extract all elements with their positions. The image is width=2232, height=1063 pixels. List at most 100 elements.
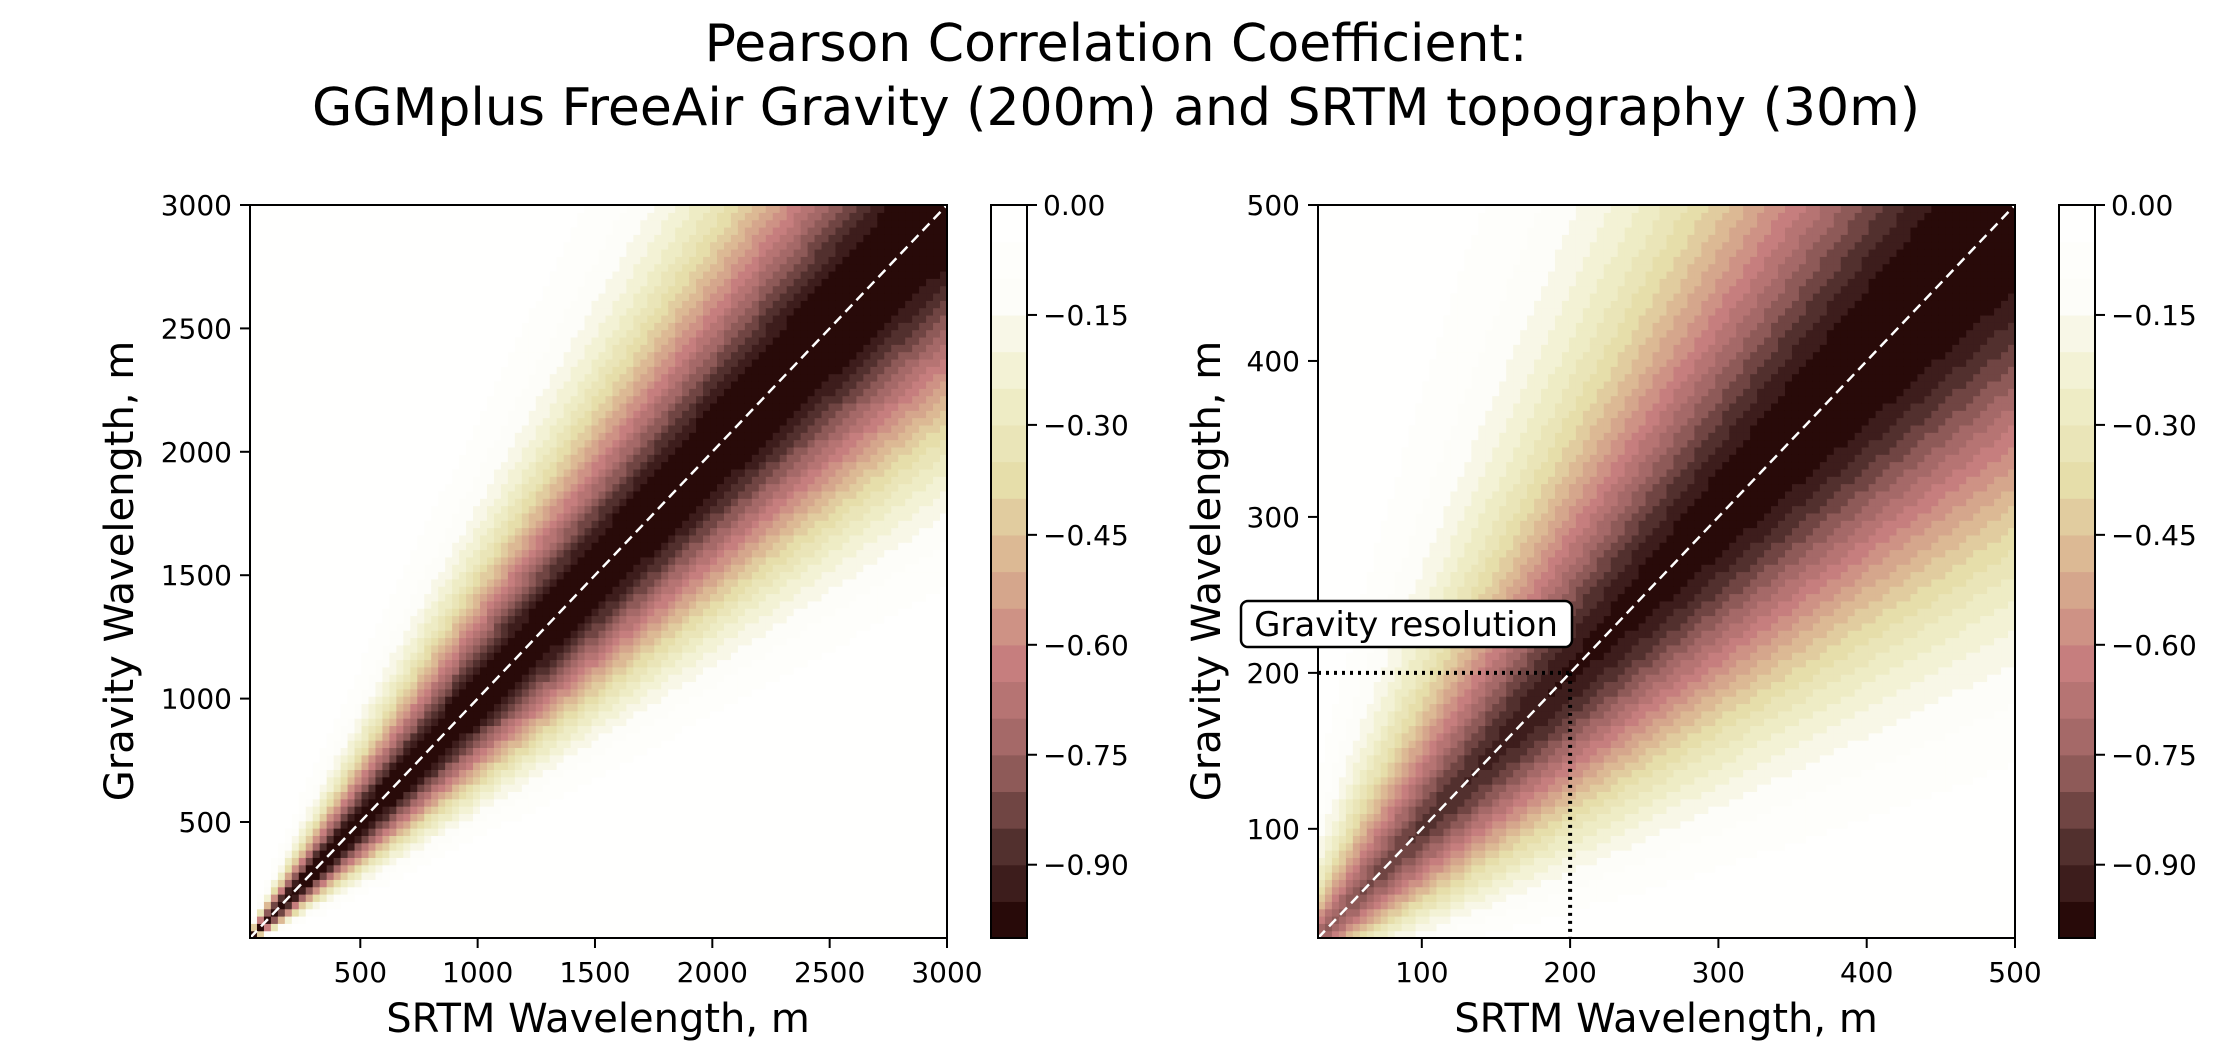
left-heatmap-cell — [514, 901, 523, 910]
left-heatmap-cell — [333, 791, 342, 800]
left-heatmap-cell — [431, 380, 439, 389]
left-heatmap-cell — [361, 593, 370, 602]
left-heatmap-cell — [535, 842, 544, 851]
left-heatmap-cell — [570, 754, 579, 763]
left-heatmap-cell — [507, 212, 516, 221]
left-heatmap-cell — [584, 351, 593, 360]
left-heatmap-cell — [452, 718, 460, 727]
left-heatmap-cell — [340, 732, 349, 741]
left-heatmap-cell — [410, 674, 418, 683]
left-heatmap-cell — [389, 659, 397, 668]
left-heatmap-cell — [493, 586, 502, 595]
left-heatmap-cell — [431, 901, 439, 910]
left-heatmap-cell — [333, 688, 342, 697]
left-heatmap-cell — [493, 696, 502, 705]
left-heatmap-cell — [535, 688, 544, 697]
left-heatmap-cell — [466, 798, 474, 807]
left-heatmap-cell — [500, 314, 509, 323]
left-heatmap-cell — [319, 622, 328, 631]
left-heatmap-cell — [250, 835, 258, 844]
left-heatmap-cell — [459, 842, 467, 851]
left-heatmap-cell — [500, 358, 509, 367]
left-heatmap-cell — [312, 542, 321, 551]
left-heatmap-cell — [466, 608, 474, 617]
left-heatmap-cell — [333, 615, 342, 624]
left-heatmap-cell — [556, 901, 565, 910]
left-heatmap-cell — [256, 270, 265, 279]
left-heatmap-cell — [584, 212, 593, 221]
left-heatmap-cell — [549, 380, 558, 389]
left-heatmap-cell — [305, 696, 314, 705]
left-heatmap-cell — [250, 212, 258, 221]
left-heatmap-cell — [591, 630, 600, 639]
left-heatmap-cell — [563, 652, 572, 661]
left-heatmap-cell — [480, 740, 488, 749]
left-heatmap-cell — [361, 205, 370, 213]
left-heatmap-cell — [284, 278, 293, 287]
left-heatmap-cell — [549, 534, 558, 543]
left-heatmap-cell — [431, 505, 439, 514]
left-heatmap-cell — [354, 278, 363, 287]
left-heatmap-cell — [270, 512, 279, 521]
left-heatmap-cell — [431, 314, 439, 323]
left-heatmap-cell — [521, 615, 530, 624]
left-heatmap-cell — [347, 564, 356, 573]
left-heatmap-cell — [291, 292, 300, 301]
left-heatmap-cell — [570, 329, 579, 338]
left-heatmap-cell — [340, 916, 349, 924]
left-heatmap-cell — [256, 307, 265, 316]
left-heatmap-cell — [452, 270, 460, 279]
left-heatmap-cell — [473, 527, 481, 536]
left-heatmap-cell — [382, 505, 390, 514]
left-heatmap-cell — [480, 762, 488, 771]
left-heatmap-cell — [396, 842, 404, 851]
left-heatmap-cell — [291, 468, 300, 477]
left-heatmap-cell — [417, 586, 425, 595]
left-heatmap-cell — [549, 740, 558, 749]
left-heatmap-cell — [521, 344, 530, 353]
left-heatmap-cell — [549, 879, 558, 888]
left-heatmap-cell — [514, 754, 523, 763]
left-heatmap-cell — [263, 908, 272, 917]
left-heatmap-cell — [521, 461, 530, 470]
left-heatmap-cell — [389, 476, 397, 485]
left-heatmap-cell — [354, 388, 363, 397]
left-heatmap-cell — [438, 923, 446, 932]
left-heatmap-cell — [570, 380, 579, 389]
left-heatmap-cell — [521, 564, 530, 573]
left-heatmap-cell — [445, 402, 453, 411]
left-heatmap-cell — [312, 901, 321, 910]
left-heatmap-cell — [410, 688, 418, 697]
left-heatmap-cell — [445, 578, 453, 587]
left-heatmap-cell — [270, 586, 279, 595]
left-heatmap-cell — [542, 358, 551, 367]
left-heatmap-cell — [584, 358, 593, 367]
left-heatmap-cell — [382, 388, 390, 397]
left-heatmap-cell — [563, 586, 572, 595]
left-heatmap-cell — [480, 630, 488, 639]
left-heatmap-cell — [459, 740, 467, 749]
left-heatmap-cell — [528, 747, 537, 756]
left-heatmap-cell — [382, 798, 390, 807]
left-heatmap-cell — [549, 424, 558, 433]
left-heatmap-cell — [347, 322, 356, 331]
left-heatmap-cell — [347, 864, 356, 873]
left-heatmap-cell — [354, 725, 363, 734]
left-heatmap-cell — [445, 696, 453, 705]
left-heatmap-cell — [584, 461, 593, 470]
left-heatmap-cell — [291, 828, 300, 836]
left-heatmap-cell — [347, 916, 356, 924]
left-heatmap-cell — [473, 358, 481, 367]
left-heatmap-cell — [361, 212, 370, 221]
left-heatmap-cell — [250, 402, 258, 411]
left-heatmap-cell — [577, 798, 586, 807]
left-heatmap-cell — [326, 593, 335, 602]
left-heatmap-cell — [500, 417, 509, 426]
left-heatmap-cell — [466, 806, 474, 814]
left-heatmap-cell — [424, 784, 432, 792]
left-heatmap-cell — [445, 292, 453, 301]
left-heatmap-cell — [389, 637, 397, 646]
left-heatmap-cell — [424, 322, 432, 331]
left-heatmap-cell — [284, 776, 293, 785]
left-heatmap-cell — [319, 314, 328, 323]
